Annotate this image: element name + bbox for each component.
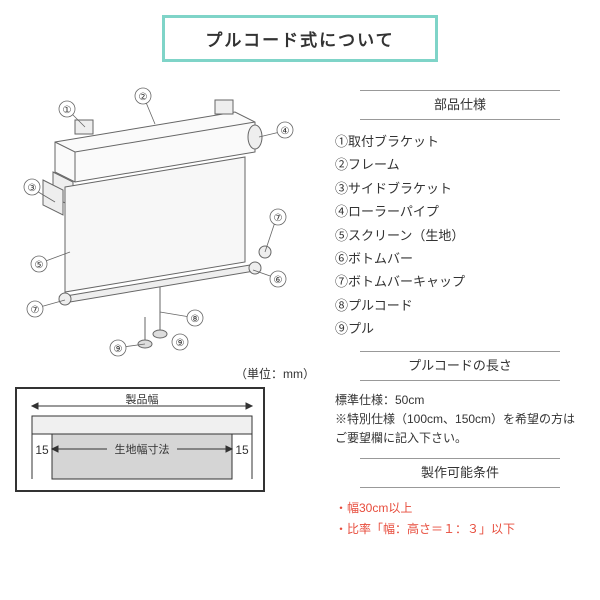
- unit-label: （単位：mm）: [15, 365, 315, 382]
- svg-text:③: ③: [28, 183, 37, 194]
- right-column: 部品仕様 ①取付ブラケット ②フレーム ③サイドブラケット ④ローラーパイプ ⑤…: [335, 82, 585, 549]
- part-item: ⑦ボトムバーキャップ: [335, 270, 585, 293]
- svg-text:⑤: ⑤: [35, 260, 44, 271]
- parts-list: ①取付ブラケット ②フレーム ③サイドブラケット ④ローラーパイプ ⑤スクリーン…: [335, 130, 585, 341]
- svg-text:④: ④: [281, 126, 290, 137]
- svg-text:⑦: ⑦: [274, 213, 283, 224]
- svg-text:⑦: ⑦: [31, 305, 40, 316]
- svg-text:②: ②: [139, 92, 148, 103]
- part-item: ⑧プルコード: [335, 294, 585, 317]
- svg-text:15: 15: [35, 443, 49, 457]
- dimension-diagram: 製品幅 生地幅寸法 15 15: [15, 387, 265, 492]
- condition-item: ・比率「幅：高さ＝１：３」以下: [335, 519, 585, 539]
- part-item: ②フレーム: [335, 153, 585, 176]
- exploded-diagram: ① ② ③ ④ ⑤ ⑥ ⑦ ⑦ ⑧ ⑨ ⑨: [15, 82, 305, 357]
- part-item: ①取付ブラケット: [335, 130, 585, 153]
- svg-text:⑧: ⑧: [191, 314, 200, 325]
- svg-text:製品幅: 製品幅: [126, 394, 159, 406]
- svg-text:15: 15: [235, 443, 249, 457]
- part-item: ④ローラーパイプ: [335, 200, 585, 223]
- part-item: ③サイドブラケット: [335, 177, 585, 200]
- cord-standard: 標準仕様：50cm: [335, 391, 585, 410]
- page-title: プルコード式について: [162, 15, 437, 62]
- part-item: ⑤スクリーン（生地）: [335, 224, 585, 247]
- cord-info: 標準仕様：50cm ※特別仕様（100cm、150cm）を希望の方はご要望欄に記…: [335, 391, 585, 449]
- svg-text:①: ①: [63, 105, 72, 116]
- cord-section-title: プルコードの長さ: [335, 351, 585, 381]
- svg-text:⑨: ⑨: [114, 344, 123, 355]
- svg-text:生地幅寸法: 生地幅寸法: [115, 442, 170, 456]
- cord-note: ※特別仕様（100cm、150cm）を希望の方はご要望欄に記入下さい。: [335, 410, 585, 448]
- conditions-section-title: 製作可能条件: [335, 458, 585, 488]
- content-row: ① ② ③ ④ ⑤ ⑥ ⑦ ⑦ ⑧ ⑨ ⑨: [15, 82, 585, 549]
- parts-section-title: 部品仕様: [335, 90, 585, 120]
- svg-text:⑨: ⑨: [176, 338, 185, 349]
- svg-text:⑥: ⑥: [274, 275, 283, 286]
- left-column: ① ② ③ ④ ⑤ ⑥ ⑦ ⑦ ⑧ ⑨ ⑨: [15, 82, 315, 549]
- conditions-list: ・幅30cm以上 ・比率「幅：高さ＝１：３」以下: [335, 498, 585, 539]
- condition-item: ・幅30cm以上: [335, 498, 585, 518]
- part-item: ⑨プル: [335, 317, 585, 340]
- part-item: ⑥ボトムバー: [335, 247, 585, 270]
